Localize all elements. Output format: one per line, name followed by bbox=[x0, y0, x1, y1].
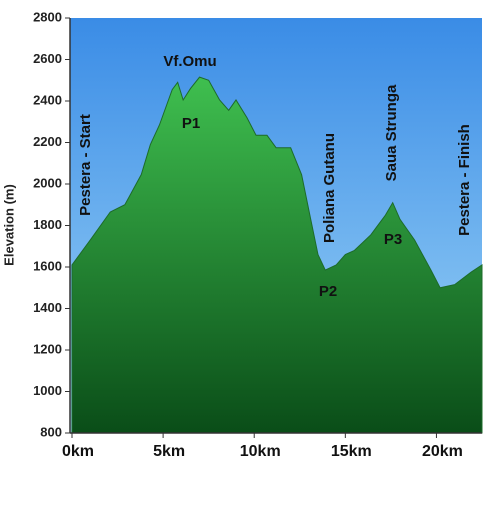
y-tick-label: 1000 bbox=[33, 383, 62, 398]
annotation: Pestera - Start bbox=[77, 114, 94, 216]
y-tick-label: 2000 bbox=[33, 175, 62, 190]
y-tick-label: 1600 bbox=[33, 258, 62, 273]
y-tick-label: 1800 bbox=[33, 217, 62, 232]
annotation: P1 bbox=[182, 115, 200, 132]
plot bbox=[71, 76, 483, 434]
x-tick-label: 0km bbox=[62, 443, 94, 460]
annotation: P2 bbox=[319, 283, 337, 300]
annotation: Saua Strunga bbox=[383, 84, 400, 181]
annotation: P3 bbox=[384, 231, 402, 248]
x-tick-label: 15km bbox=[331, 443, 372, 460]
annotation: Vf.Omu bbox=[163, 53, 216, 70]
annotation: Pestera - Finish bbox=[456, 124, 473, 236]
x-tick-label: 20km bbox=[422, 443, 463, 460]
x-tick-label: 5km bbox=[153, 443, 185, 460]
elevation-area bbox=[71, 76, 483, 434]
y-tick-label: 2600 bbox=[33, 51, 62, 66]
x-tick-label: 10km bbox=[240, 443, 281, 460]
annotation: Poliana Gutanu bbox=[321, 133, 338, 243]
y-tick-label: 2800 bbox=[33, 9, 62, 24]
y-tick-label: 2400 bbox=[33, 92, 62, 107]
y-axis-label: Elevation (m) bbox=[1, 184, 16, 266]
y-tick-label: 1400 bbox=[33, 300, 62, 315]
y-tick-label: 1200 bbox=[33, 341, 62, 356]
y-tick-label: 800 bbox=[40, 424, 62, 439]
y-tick-label: 2200 bbox=[33, 134, 62, 149]
